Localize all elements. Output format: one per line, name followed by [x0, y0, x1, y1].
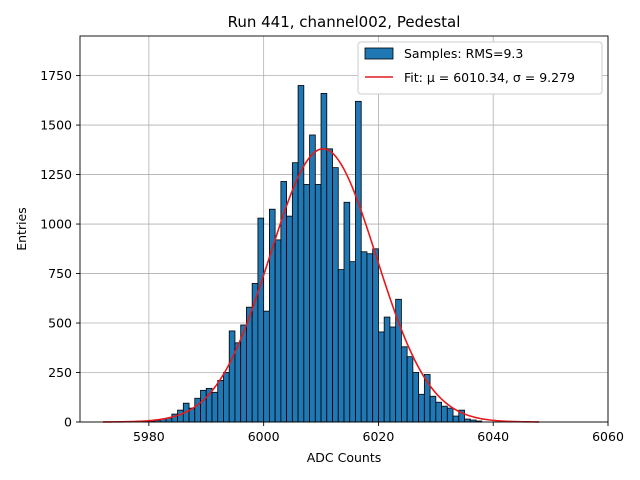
y-tick-label: 1250	[40, 167, 72, 182]
histogram-bar	[349, 261, 356, 423]
x-axis-ticks: 5980 6000 6020 6040 6060	[133, 422, 624, 444]
histogram-bar	[378, 331, 385, 423]
x-tick-label: 5980	[133, 429, 165, 444]
x-axis-label: ADC Counts	[307, 450, 382, 465]
histogram-bar	[412, 372, 420, 423]
histogram-bar	[435, 401, 442, 423]
histogram-bar	[177, 409, 184, 423]
histogram-bar	[429, 395, 437, 423]
histogram-bars	[142, 85, 483, 423]
histogram-bar	[200, 389, 207, 423]
y-tick-label: 1750	[40, 68, 72, 83]
x-tick-label: 6040	[477, 429, 509, 444]
y-tick-label: 250	[48, 365, 72, 380]
y-tick-label: 1500	[40, 118, 72, 133]
legend: Samples: RMS=9.3 Fit: μ = 6010.34, σ = 9…	[357, 41, 603, 95]
histogram-bar	[297, 85, 305, 423]
histogram-bar	[309, 134, 316, 423]
histogram-bar	[251, 283, 259, 423]
legend-box	[357, 41, 603, 95]
histogram-bar	[326, 148, 333, 423]
histogram-bar	[286, 215, 293, 423]
histogram-bar	[337, 269, 345, 423]
legend-label-fit: Fit: μ = 6010.34, σ = 9.279	[404, 70, 575, 85]
histogram-bar	[406, 356, 414, 423]
fit-curve	[102, 148, 540, 423]
histogram-bar	[441, 405, 448, 423]
histogram-bar	[240, 324, 247, 423]
chart-title: Run 441, channel002, Pedestal	[228, 13, 461, 31]
histogram-bar	[332, 167, 339, 423]
histogram-bar	[228, 330, 236, 423]
y-tick-label: 500	[48, 316, 72, 331]
histogram-bar	[314, 184, 322, 423]
histogram-bar	[400, 346, 408, 423]
histogram-bar	[372, 248, 379, 423]
histogram-bar	[291, 162, 299, 423]
legend-label-samples: Samples: RMS=9.3	[404, 46, 523, 61]
histogram-bar	[360, 251, 368, 423]
histogram-bar	[194, 397, 201, 423]
histogram-bar	[223, 372, 230, 423]
x-tick-label: 6000	[248, 429, 280, 444]
histogram-bar	[274, 239, 282, 423]
y-tick-label: 0	[64, 415, 72, 430]
legend-swatch-samples	[364, 47, 394, 60]
x-tick-label: 6060	[592, 429, 624, 444]
histogram-bar	[446, 407, 454, 423]
y-tick-label: 1000	[40, 217, 72, 232]
histogram-bar	[263, 310, 270, 423]
histogram-bar	[383, 316, 391, 423]
histogram-bar	[303, 184, 310, 423]
histogram-bar	[234, 342, 242, 423]
histogram-bar	[452, 415, 460, 423]
histogram-bar	[211, 391, 219, 423]
plot-frame	[79, 35, 609, 423]
histogram-bar	[366, 253, 374, 423]
histogram-bar	[418, 393, 425, 423]
y-tick-label: 750	[48, 266, 72, 281]
histogram-bar	[343, 201, 351, 423]
y-axis-label: Entries	[14, 207, 29, 251]
histogram-bar	[389, 326, 397, 423]
histogram-bar	[320, 93, 328, 423]
histogram-bar	[217, 380, 224, 423]
histogram-bar	[355, 100, 362, 423]
x-tick-label: 6020	[363, 429, 395, 444]
histogram-bar	[257, 217, 265, 423]
y-axis-ticks: 0 250 500 750 1000 1250 1500 1750	[40, 68, 80, 430]
